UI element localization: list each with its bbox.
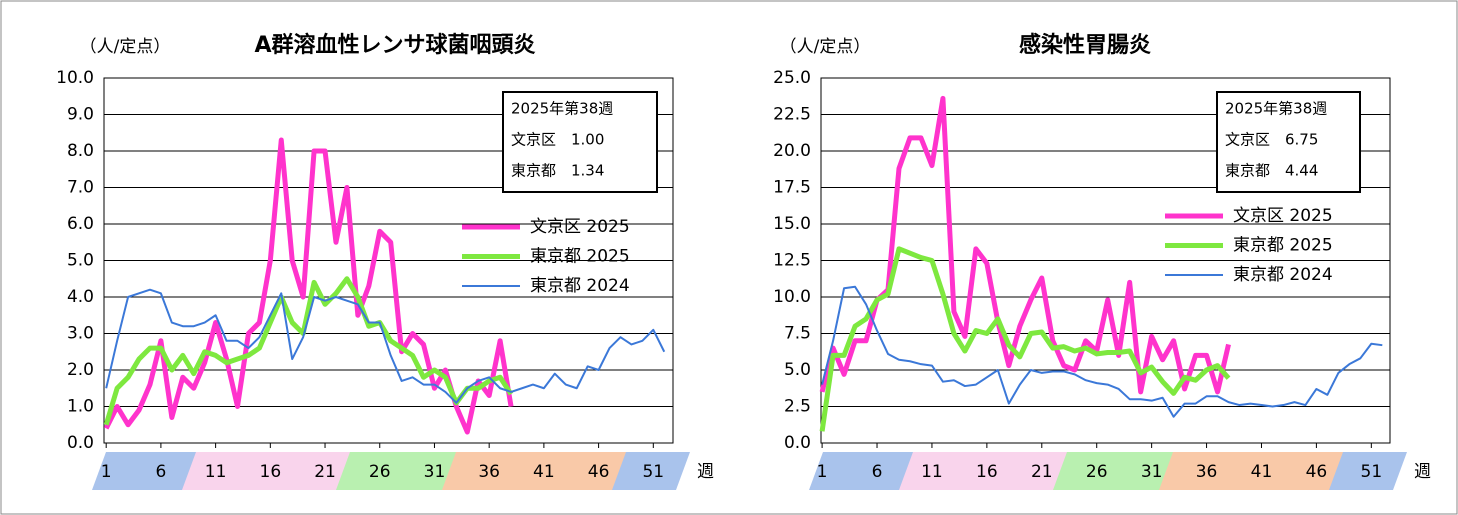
x-tick-label: 6 [155,462,166,482]
x-tick-label: 1 [817,462,828,482]
legend-label: 文京区 2025 [530,217,630,237]
season-band [92,452,213,490]
x-tick-label: 1 [101,462,112,482]
annotation-text: 東京都 4.44 [1225,162,1318,180]
x-tick-label: 11 [205,462,227,482]
y-tick-label: 0.0 [784,433,811,453]
y-tick-label: 7.0 [67,178,94,198]
x-tick-label: 41 [1251,462,1273,482]
annotation-text: 文京区 6.75 [1225,131,1318,149]
y-tick-label: 3.0 [67,324,94,344]
season-band [1053,452,1180,490]
y-tick-label: 1.0 [67,397,94,417]
x-tick-label: 16 [976,462,998,482]
legend-label: 東京都 2024 [530,276,630,296]
x-tick-label: 21 [1031,462,1053,482]
x-tick-label: 41 [533,462,555,482]
x-tick-label: 51 [1361,462,1383,482]
y-tick-label: 2.0 [67,360,94,380]
x-tick-label: 31 [1141,462,1163,482]
x-tick-label: 26 [1086,462,1108,482]
y-tick-label: 4.0 [67,287,94,307]
chart-title: A群溶血性レンサ球菌咽頭炎 [254,32,535,58]
y-tick-label: 8.0 [67,141,94,161]
x-tick-label: 26 [369,462,391,482]
y-tick-label: 10.0 [56,68,94,88]
legend-label: 東京都 2025 [530,247,630,267]
legend-label: 文京区 2025 [1233,206,1333,226]
y-tick-label: 2.5 [784,397,811,417]
y-tick-label: 10.0 [773,287,811,307]
legend-label: 東京都 2025 [1233,236,1333,256]
y-axis-label: （人/定点） [780,37,871,57]
y-tick-label: 5.0 [67,251,94,271]
season-band [1329,452,1407,490]
line-series [821,285,1383,418]
line-series [819,246,1231,432]
x-tick-label: 16 [260,462,282,482]
x-tick-label: 11 [921,462,943,482]
y-tick-label: 20.0 [773,141,811,161]
x-tick-label: 51 [642,462,664,482]
line-series [819,95,1231,395]
legend-label: 東京都 2024 [1233,265,1333,285]
season-band [612,452,690,490]
x-tick-label: 46 [1306,462,1328,482]
season-band [899,452,1093,490]
y-tick-label: 22.5 [773,105,811,125]
annotation-text: 文京区 1.00 [511,131,604,149]
y-tick-label: 15.0 [773,214,811,234]
y-tick-label: 7.5 [784,324,811,344]
season-band [809,452,930,490]
y-tick-label: 6.0 [67,214,94,234]
chart-title: 感染性胃腸炎 [1019,32,1151,58]
line-series [105,288,666,404]
x-tick-label: 6 [872,462,883,482]
x-tick-label: 36 [478,462,500,482]
x-axis-label: 週 [1414,462,1431,482]
y-tick-label: 0.0 [67,433,94,453]
y-tick-label: 25.0 [773,68,811,88]
x-tick-label: 31 [424,462,446,482]
line-series [103,276,514,426]
x-tick-label: 36 [1196,462,1218,482]
season-band [1159,452,1360,490]
y-tick-label: 17.5 [773,178,811,198]
line-series [103,137,514,435]
annotation-box [502,91,658,193]
x-tick-label: 21 [314,462,336,482]
annotation-text: 2025年第38週 [1225,100,1327,118]
x-axis-label: 週 [697,462,714,482]
annotation-text: 東京都 1.34 [511,162,604,180]
season-band [442,452,643,490]
y-axis-label: （人/定点） [80,37,171,57]
annotation-text: 2025年第38週 [511,100,613,118]
x-tick-label: 46 [588,462,610,482]
y-tick-label: 12.5 [773,251,811,271]
season-band [336,452,463,490]
annotation-box [1216,91,1361,193]
y-tick-label: 9.0 [67,105,94,125]
season-band [182,452,376,490]
y-tick-label: 5.0 [784,360,811,380]
